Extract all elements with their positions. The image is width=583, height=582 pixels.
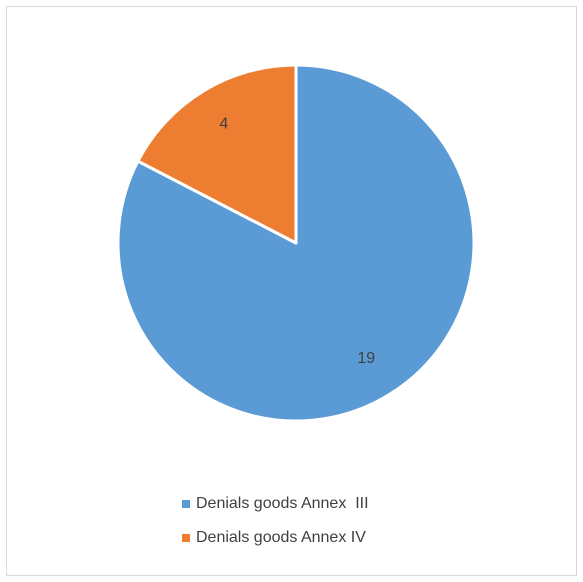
- data-label-1: 19: [357, 350, 375, 367]
- pie-data-labels: 19 4: [219, 116, 375, 367]
- pie-slices: [116, 63, 476, 423]
- legend-item-2: Denials goods Annex IV: [182, 527, 542, 549]
- legend-item-1: Denials goods Annex III: [182, 493, 542, 515]
- legend-label-1: Denials goods Annex III: [196, 495, 369, 512]
- data-label-2: 4: [219, 116, 228, 133]
- legend-swatch-2: [182, 534, 190, 542]
- legend-swatch-1: [182, 500, 190, 508]
- legend: Denials goods Annex III Denials goods Ann…: [182, 493, 542, 561]
- pie-slice-2: [136, 63, 298, 245]
- legend-label-2: Denials goods Annex IV: [196, 529, 366, 546]
